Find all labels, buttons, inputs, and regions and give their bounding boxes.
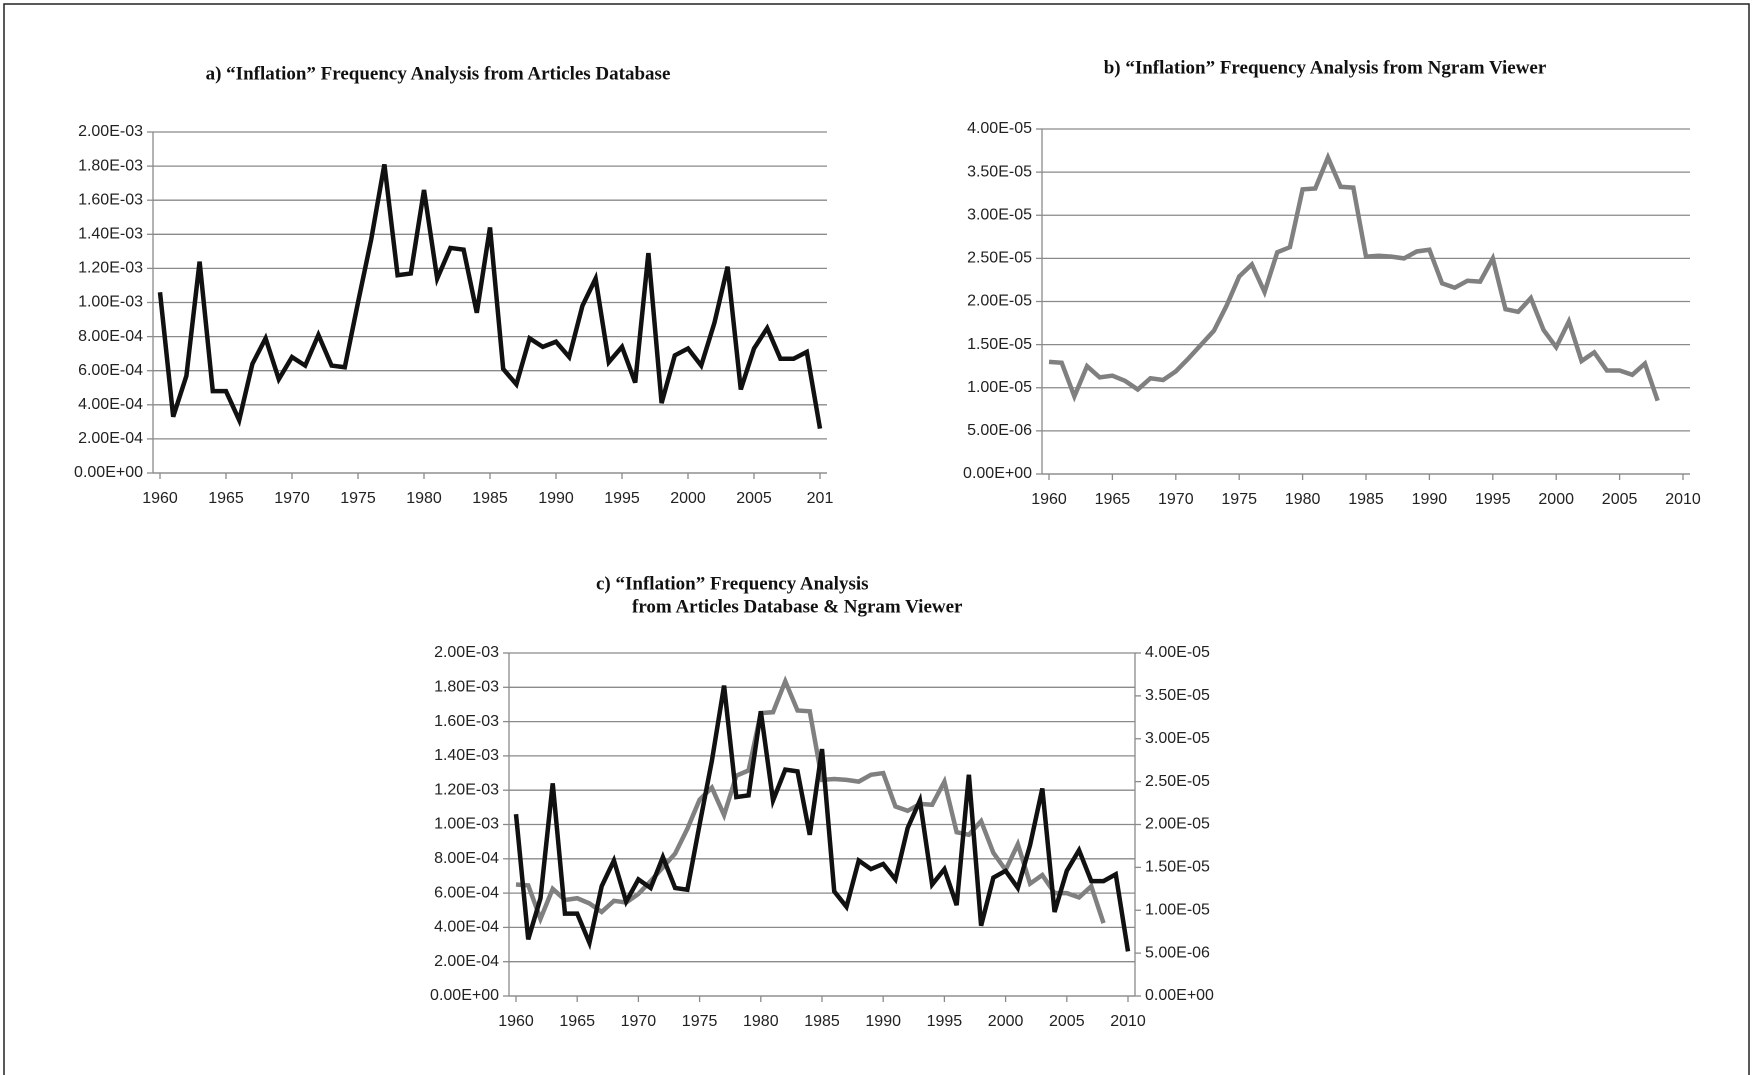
y-tick-label: 6.00E-04 [434, 884, 499, 901]
y-tick-label: 3.00E-05 [967, 206, 1032, 223]
y2-tick-label: 0.00E+00 [1145, 987, 1214, 1004]
y-tick-label: 1.20E-03 [78, 260, 143, 277]
x-tick-label: 1995 [1475, 491, 1511, 508]
x-tick-label: 1965 [559, 1013, 595, 1030]
y-tick-label: 1.40E-03 [434, 747, 499, 764]
x-tick-label: 1960 [498, 1013, 534, 1030]
x-tick-label: 1985 [804, 1013, 840, 1030]
x-tick-label: 2005 [1049, 1013, 1085, 1030]
y2-tick-label: 2.50E-05 [1145, 773, 1210, 790]
y-tick-label: 2.00E-05 [967, 293, 1032, 310]
y-tick-label: 1.00E-03 [78, 294, 143, 311]
y-tick-label: 1.80E-03 [78, 157, 143, 174]
x-tick-label: 1980 [743, 1013, 779, 1030]
x-tick-label: 1980 [1285, 491, 1321, 508]
x-tick-label: 2000 [670, 490, 706, 507]
x-tick-label: 2005 [1602, 491, 1638, 508]
x-tick-label: 1970 [1158, 491, 1194, 508]
x-tick-label: 1970 [274, 490, 310, 507]
x-tick-label: 1975 [340, 490, 376, 507]
chart-title: a) “Inflation” Frequency Analysis from A… [206, 63, 671, 84]
y2-tick-label: 1.50E-05 [1145, 859, 1210, 876]
y2-tick-label: 5.00E-06 [1145, 944, 1210, 961]
y-tick-label: 2.00E-03 [78, 123, 143, 140]
x-tick-label: 1990 [538, 490, 574, 507]
x-tick-label: 1985 [1348, 491, 1384, 508]
x-tick-label: 201 [807, 490, 834, 507]
y-tick-label: 1.50E-05 [967, 336, 1032, 353]
x-tick-label: 1975 [1221, 491, 1257, 508]
series-line [1048, 151, 1660, 403]
series-line [513, 685, 1131, 952]
y-tick-label: 8.00E-04 [78, 328, 143, 345]
x-tick-label: 1980 [406, 490, 442, 507]
x-tick-label: 1960 [1031, 491, 1067, 508]
x-tick-label: 1985 [472, 490, 508, 507]
y-tick-label: 6.00E-04 [78, 362, 143, 379]
x-tick-label: 1970 [621, 1013, 657, 1030]
y-tick-label: 0.00E+00 [74, 464, 143, 481]
y-tick-label: 5.00E-06 [967, 422, 1032, 439]
y-tick-label: 2.00E-04 [78, 430, 143, 447]
y-tick-label: 1.80E-03 [434, 679, 499, 696]
y-tick-label: 1.60E-03 [78, 191, 143, 208]
y-tick-label: 0.00E+00 [963, 465, 1032, 482]
y-tick-label: 0.00E+00 [430, 987, 499, 1004]
y-tick-label: 1.20E-03 [434, 781, 499, 798]
x-tick-label: 1995 [927, 1013, 963, 1030]
y-tick-label: 1.00E-03 [434, 816, 499, 833]
x-tick-label: 2000 [988, 1013, 1024, 1030]
y2-tick-label: 3.50E-05 [1145, 687, 1210, 704]
chart-title: from Articles Database & Ngram Viewer [632, 596, 963, 617]
x-tick-label: 1990 [865, 1013, 901, 1030]
x-tick-label: 2005 [736, 490, 772, 507]
y2-tick-label: 3.00E-05 [1145, 730, 1210, 747]
x-tick-label: 1965 [208, 490, 244, 507]
x-tick-label: 1995 [604, 490, 640, 507]
x-tick-label: 1960 [142, 490, 178, 507]
y-tick-label: 2.00E-03 [434, 644, 499, 661]
y-tick-label: 4.00E-05 [967, 120, 1032, 137]
series-line [157, 164, 823, 430]
y-tick-label: 3.50E-05 [967, 163, 1032, 180]
x-tick-label: 2010 [1110, 1013, 1146, 1030]
y2-tick-label: 4.00E-05 [1145, 644, 1210, 661]
x-tick-label: 2000 [1538, 491, 1574, 508]
y-tick-label: 1.60E-03 [434, 713, 499, 730]
y-tick-label: 1.00E-05 [967, 379, 1032, 396]
y-tick-label: 1.40E-03 [78, 226, 143, 243]
y2-tick-label: 1.00E-05 [1145, 901, 1210, 918]
x-tick-label: 1990 [1412, 491, 1448, 508]
y-tick-label: 2.50E-05 [967, 250, 1032, 267]
y-tick-label: 4.00E-04 [434, 919, 499, 936]
chart-title: b) “Inflation” Frequency Analysis from N… [1104, 57, 1547, 78]
x-tick-label: 2010 [1665, 491, 1701, 508]
y-tick-label: 8.00E-04 [434, 850, 499, 867]
frame [3, 3, 1750, 1075]
x-tick-label: 1965 [1095, 491, 1131, 508]
y-tick-label: 4.00E-04 [78, 396, 143, 413]
y2-tick-label: 2.00E-05 [1145, 816, 1210, 833]
y-tick-label: 2.00E-04 [434, 953, 499, 970]
chart-title: c) “Inflation” Frequency Analysis [596, 573, 869, 594]
x-tick-label: 1975 [682, 1013, 718, 1030]
